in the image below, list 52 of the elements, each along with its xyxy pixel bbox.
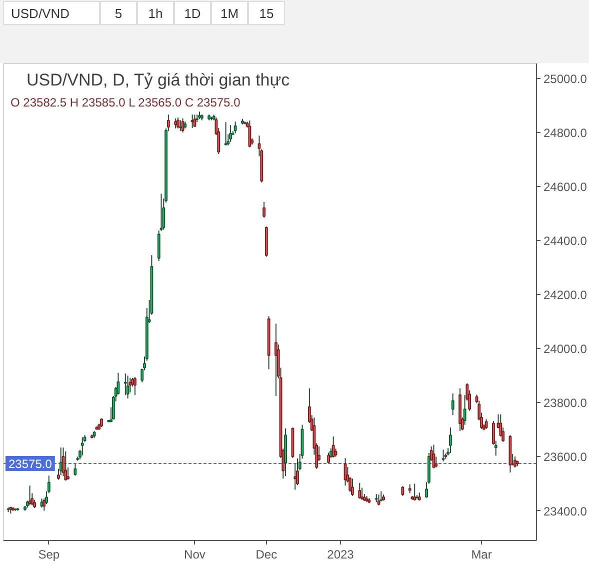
- text: 1M: [211, 1, 248, 25]
- candlestick: [176, 117, 180, 129]
- candlestick: [126, 375, 130, 399]
- x-tick-label: Sep: [38, 548, 60, 562]
- text: 5: [100, 1, 137, 25]
- candlestick: [332, 436, 335, 458]
- candlestick: [514, 456, 516, 468]
- candlestick: [234, 121, 237, 134]
- candlestick: [377, 494, 380, 506]
- candlestick: [358, 482, 362, 500]
- text: 1D: [174, 1, 211, 25]
- candlestick: [80, 436, 84, 456]
- text: USD/VND: [3, 1, 100, 25]
- candlestick: [262, 201, 266, 218]
- y-tick-label: 24800.0: [544, 126, 588, 140]
- x-tick-label: Mar: [471, 548, 492, 562]
- x-tick-label: Dec: [256, 548, 278, 562]
- candlestick: [248, 120, 252, 148]
- candlestick: [451, 392, 454, 416]
- candlestick: [64, 450, 68, 482]
- y-tick-label: 24200.0: [544, 288, 588, 302]
- text: 1h: [137, 1, 174, 25]
- candlestick: [124, 372, 127, 396]
- x-tick-label: Nov: [184, 548, 206, 562]
- y-tick-label: 24400.0: [544, 234, 588, 248]
- candlestick: [351, 478, 354, 496]
- y-tick-label: 25000.0: [544, 72, 588, 86]
- candlestick: [190, 114, 194, 129]
- candlestick: [380, 490, 383, 502]
- candlestick: [134, 376, 136, 396]
- candlestick: [59, 447, 62, 476]
- y-tick-label: 23400.0: [544, 504, 588, 518]
- y-tick-label: 24000.0: [544, 342, 588, 356]
- candlestick: [274, 323, 278, 396]
- x-tick-label: 2023: [327, 548, 354, 562]
- chart-title: USD/VND, D, Tỷ giá thời gian thực: [26, 70, 290, 90]
- candlestick: [74, 464, 77, 476]
- candlestick: [434, 456, 438, 468]
- text: 15: [248, 1, 285, 25]
- candlestick: [442, 449, 445, 462]
- candlestick: [327, 452, 330, 464]
- ref-line-label: 23575.0: [8, 456, 52, 471]
- candlestick: [401, 486, 404, 496]
- text: O 23582.5 H 23585.0 L 23565.0 C 23575.0: [10, 96, 241, 110]
- candlestick: [484, 418, 488, 430]
- candlestick: [449, 427, 452, 454]
- y-tick-label: 23600.0: [544, 450, 588, 464]
- candlestick: [296, 458, 299, 486]
- y-tick-label: 24600.0: [544, 180, 588, 194]
- candlestick: [174, 118, 178, 129]
- y-tick-label: 23800.0: [544, 396, 588, 410]
- candlestick: [178, 120, 182, 132]
